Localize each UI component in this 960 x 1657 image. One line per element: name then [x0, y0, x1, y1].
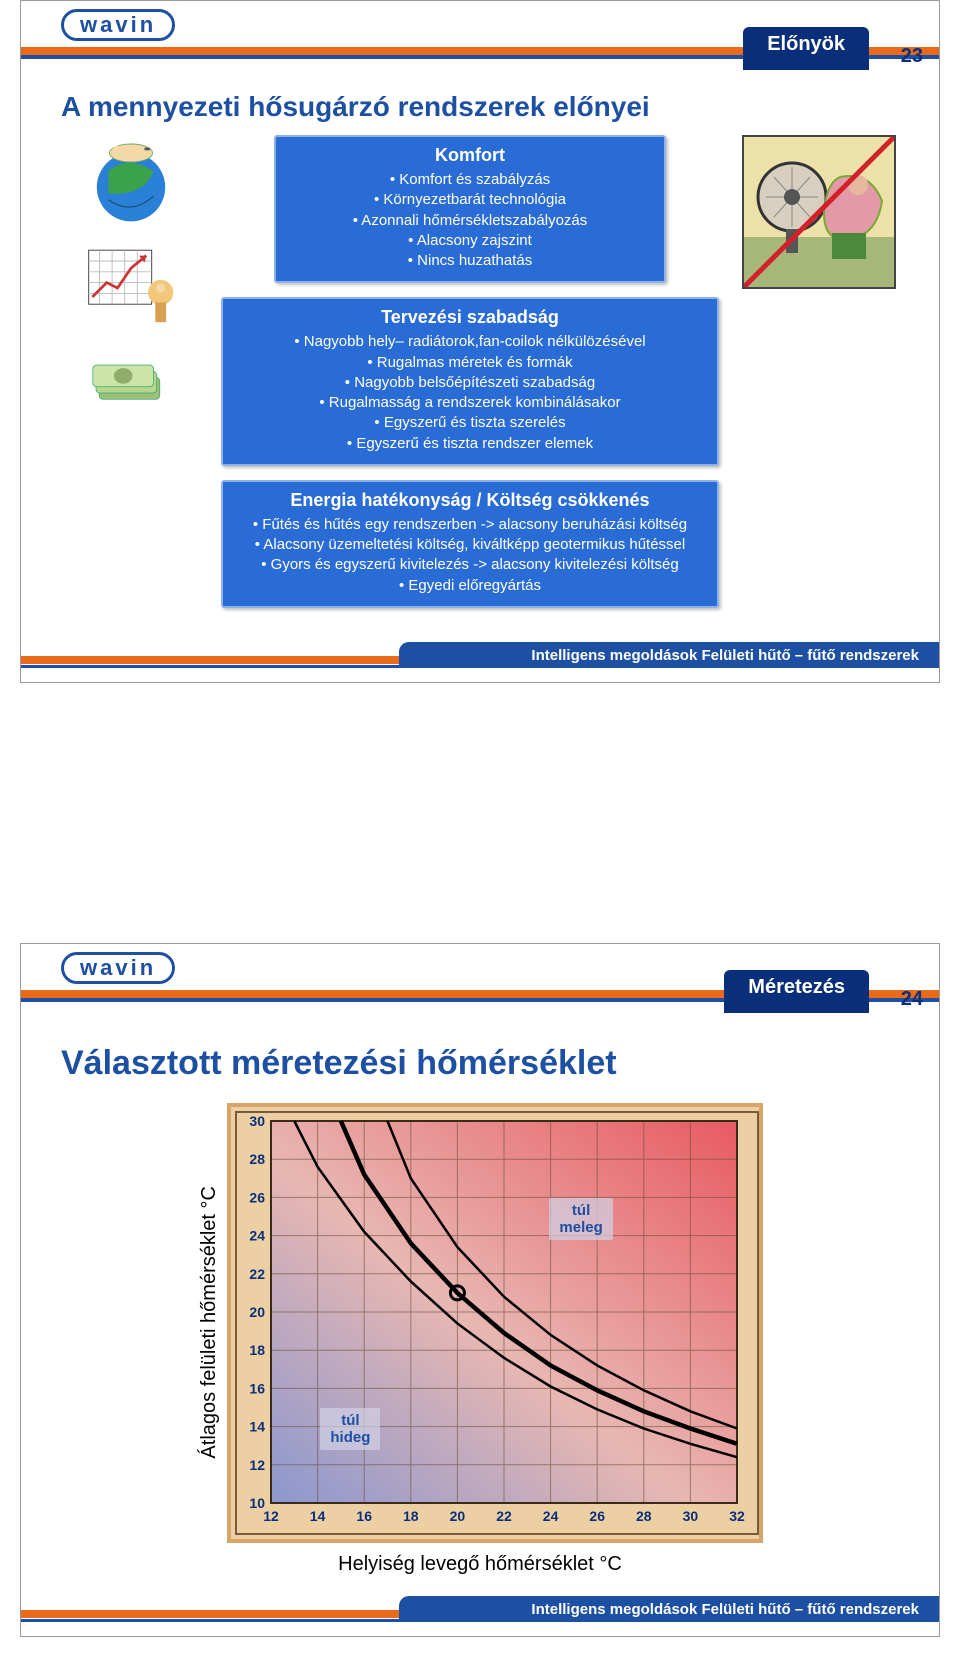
card-line: • Egyszerű és tiszta rendszer elemek	[237, 434, 703, 454]
card-line: • Környezetbarát technológia	[290, 190, 650, 210]
svg-text:28: 28	[249, 1151, 265, 1167]
section-tab: Előnyök	[743, 27, 869, 70]
card-title: Tervezési szabadság	[237, 307, 703, 328]
chart-y-axis-label: Átlagos felületi hőmérséklet °C	[198, 1186, 221, 1459]
svg-text:12: 12	[263, 1508, 279, 1524]
growth-chart-icon	[76, 243, 186, 333]
slide-header: wavin Méretezés 24	[21, 944, 939, 1024]
money-icon	[76, 351, 186, 421]
slide-title: A mennyezeti hősugárzó rendszerek előnye…	[61, 91, 899, 123]
svg-text:24: 24	[542, 1508, 558, 1524]
card-line: • Rugalmasság a rendszerek kombinálásako…	[237, 393, 703, 413]
card-line: • Alacsony zajszint	[290, 231, 650, 251]
comfort-chart: 1012141618202224262830121416182022242628…	[227, 1103, 763, 1543]
chart-x-axis-label: Helyiség levegő hőmérséklet °C	[61, 1553, 899, 1576]
chart-tag-hot: túlmeleg	[549, 1198, 612, 1240]
svg-text:22: 22	[496, 1508, 512, 1524]
svg-text:22: 22	[249, 1266, 265, 1282]
card-line: • Rugalmas méretek és formák	[237, 353, 703, 373]
svg-text:16: 16	[356, 1508, 372, 1524]
card-line: • Komfort és szabályzás	[290, 170, 650, 190]
svg-text:14: 14	[249, 1418, 265, 1434]
slide-title: Választott méretezési hőmérséklet	[61, 1044, 899, 1083]
card-line: • Fűtés és hűtés egy rendszerben -> alac…	[237, 515, 703, 535]
fan-crossed-icon	[742, 135, 896, 289]
svg-text:30: 30	[682, 1508, 698, 1524]
slide-advantages: wavin Előnyök 23 A mennyezeti hősugárzó …	[20, 0, 940, 683]
svg-text:18: 18	[249, 1342, 265, 1358]
card-energy-cost: Energia hatékonyság / Költség csökkenés …	[221, 480, 719, 608]
svg-text:26: 26	[249, 1189, 265, 1205]
globe-icon	[76, 135, 186, 225]
slide-header: wavin Előnyök 23	[21, 1, 939, 81]
svg-text:18: 18	[403, 1508, 419, 1524]
card-line: • Nagyobb belsőépítészeti szabadság	[237, 373, 703, 393]
card-line: • Egyedi előregyártás	[237, 576, 703, 596]
page-number: 24	[901, 988, 923, 1011]
page-number: 23	[901, 45, 923, 68]
slide-footer: Intelligens megoldások Felületi hűtő – f…	[21, 642, 939, 682]
card-line: • Gyors és egyszerű kivitelezés -> alacs…	[237, 555, 703, 575]
card-comfort: Komfort • Komfort és szabályzás • Környe…	[274, 135, 666, 283]
svg-text:20: 20	[249, 1304, 265, 1320]
wavin-logo: wavin	[61, 9, 175, 41]
section-tab: Méretezés	[724, 970, 869, 1013]
wavin-logo: wavin	[61, 952, 175, 984]
slide-footer: Intelligens megoldások Felületi hűtő – f…	[21, 1596, 939, 1636]
card-line: • Alacsony üzemeltetési költség, kiváltk…	[237, 535, 703, 555]
clipart-column	[61, 135, 201, 421]
svg-text:30: 30	[249, 1113, 265, 1129]
card-design-freedom: Tervezési szabadság • Nagyobb hely– radi…	[221, 297, 719, 466]
svg-text:12: 12	[249, 1457, 265, 1473]
footer-text: Intelligens megoldások Felületi hűtő – f…	[531, 1601, 919, 1618]
svg-text:16: 16	[249, 1380, 265, 1396]
card-line: • Azonnali hőmérsékletszabályozás	[290, 211, 650, 231]
card-title: Energia hatékonyság / Költség csökkenés	[237, 490, 703, 511]
svg-text:14: 14	[309, 1508, 325, 1524]
card-line: • Nagyobb hely– radiátorok,fan-coilok né…	[237, 332, 703, 352]
svg-text:26: 26	[589, 1508, 605, 1524]
card-line: • Egyszerű és tiszta szerelés	[237, 413, 703, 433]
svg-text:20: 20	[449, 1508, 465, 1524]
slide-sizing: wavin Méretezés 24 Választott méretezési…	[20, 943, 940, 1637]
footer-text: Intelligens megoldások Felületi hűtő – f…	[531, 647, 919, 664]
card-line: • Nincs huzathatás	[290, 251, 650, 271]
svg-text:28: 28	[636, 1508, 652, 1524]
chart-tag-cold: túlhideg	[320, 1408, 380, 1450]
card-title: Komfort	[290, 145, 650, 166]
svg-text:24: 24	[249, 1227, 265, 1243]
svg-text:32: 32	[729, 1508, 745, 1524]
